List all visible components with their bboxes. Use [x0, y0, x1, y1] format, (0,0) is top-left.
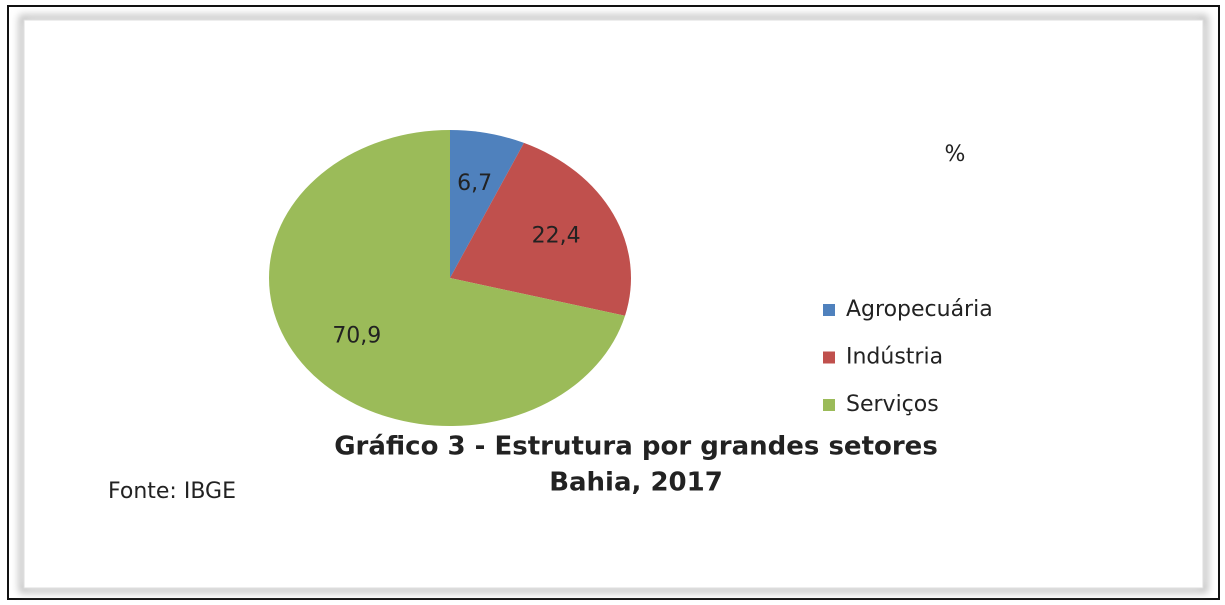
- legend-swatch: [823, 399, 835, 411]
- data-label: 22,4: [532, 223, 581, 248]
- data-label: 70,9: [332, 324, 381, 349]
- legend-swatch: [823, 304, 835, 316]
- legend-label: Agropecuária: [846, 297, 993, 322]
- unit-label: %: [945, 142, 966, 167]
- pie-slice: [450, 142, 631, 316]
- legend-label: Serviços: [846, 392, 939, 417]
- chart-subtitle: Bahia, 2017: [549, 468, 723, 498]
- pie-slice: [269, 130, 626, 426]
- frame-shadow: [19, 15, 1208, 593]
- legend-label: Indústria: [846, 345, 943, 370]
- data-label: 6,7: [457, 171, 492, 196]
- source: Fonte: IBGE: [108, 479, 236, 504]
- chart-title: Gráfico 3 - Estrutura por grandes setore…: [334, 432, 938, 462]
- legend-swatch: [823, 351, 835, 364]
- pie-slice: [450, 130, 524, 278]
